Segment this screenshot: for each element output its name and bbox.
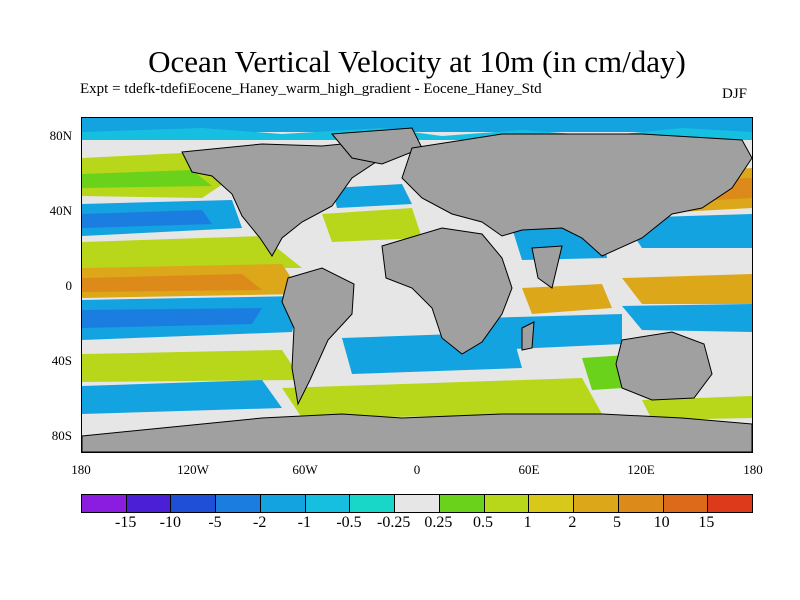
lat-tick-40n: 40N bbox=[49, 203, 72, 218]
colorbar-label: -0.5 bbox=[336, 514, 362, 531]
colorbar-label: -10 bbox=[159, 514, 181, 531]
colorbar-label: -15 bbox=[114, 514, 137, 531]
map-title: Ocean Vertical Velocity at 10m (in cm/da… bbox=[148, 44, 686, 79]
colorbar-swatch bbox=[305, 495, 351, 512]
colorbar-label: 5 bbox=[613, 514, 621, 531]
lon-tick-180e: 180 bbox=[743, 462, 763, 477]
colorbar-swatch bbox=[350, 495, 396, 512]
colorbar-swatch bbox=[484, 495, 530, 512]
colorbar-label: -1 bbox=[297, 514, 311, 531]
colorbar-swatch bbox=[529, 495, 575, 512]
colorbar-swatch bbox=[574, 495, 619, 512]
colorbar-swatch bbox=[395, 495, 440, 512]
season-label: DJF bbox=[722, 86, 748, 102]
land-masses bbox=[82, 127, 752, 452]
world-map bbox=[82, 118, 752, 452]
lon-tick-120w: 120W bbox=[177, 462, 209, 477]
colorbar bbox=[81, 494, 753, 513]
colorbar-label: -5 bbox=[208, 514, 222, 531]
lon-tick-0: 0 bbox=[413, 462, 421, 477]
colorbar-swatch bbox=[439, 495, 485, 512]
colorbar-swatch bbox=[663, 495, 709, 512]
lat-tick-0: 0 bbox=[65, 278, 73, 293]
colorbar-label: -0.25 bbox=[376, 514, 411, 531]
lon-tick-120e: 120E bbox=[627, 462, 655, 477]
map-plot-area bbox=[81, 117, 753, 453]
australia-landmass bbox=[615, 331, 713, 401]
lon-tick-60e: 60E bbox=[518, 462, 540, 477]
lat-tick-40s: 40S bbox=[51, 353, 72, 368]
colorbar-label: 2 bbox=[568, 514, 577, 531]
africa-landmass bbox=[381, 227, 513, 355]
colorbar-label: 10 bbox=[653, 514, 670, 531]
colorbar-swatch bbox=[618, 495, 664, 512]
arctic-band bbox=[82, 118, 752, 132]
antarctica-landmass bbox=[82, 413, 752, 452]
colorbar-label: 0.25 bbox=[424, 514, 453, 531]
south-america-landmass bbox=[281, 267, 355, 406]
colorbar-label: 15 bbox=[698, 514, 715, 531]
colorbar-swatch bbox=[82, 495, 127, 512]
lat-tick-80s: 80S bbox=[51, 428, 72, 443]
colorbar-swatch bbox=[260, 495, 306, 512]
colorbar-label: -2 bbox=[252, 514, 267, 531]
lon-tick-180w: 180 bbox=[71, 462, 91, 477]
colorbar-swatch bbox=[708, 495, 753, 512]
colorbar-swatch bbox=[216, 495, 261, 512]
colorbar-label: 0.5 bbox=[473, 514, 493, 531]
colorbar-swatch bbox=[126, 495, 172, 512]
eurasia-landmass bbox=[401, 133, 752, 257]
lat-tick-80n: 80N bbox=[49, 128, 72, 143]
colorbar-label: 1 bbox=[523, 514, 532, 531]
lon-tick-60w: 60W bbox=[292, 462, 318, 477]
colorbar-swatch bbox=[171, 495, 217, 512]
experiment-subtitle: Expt = tdefk-tdefiEocene_Haney_warm_high… bbox=[80, 81, 542, 97]
